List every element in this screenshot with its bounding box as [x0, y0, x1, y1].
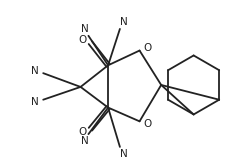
Text: N: N: [31, 97, 39, 107]
Text: O: O: [78, 127, 86, 137]
Text: N: N: [80, 136, 88, 146]
Text: N: N: [31, 66, 39, 76]
Text: O: O: [143, 119, 151, 129]
Text: N: N: [80, 24, 88, 34]
Text: O: O: [78, 35, 86, 45]
Text: N: N: [119, 149, 127, 159]
Text: N: N: [119, 17, 127, 27]
Text: O: O: [143, 43, 151, 53]
